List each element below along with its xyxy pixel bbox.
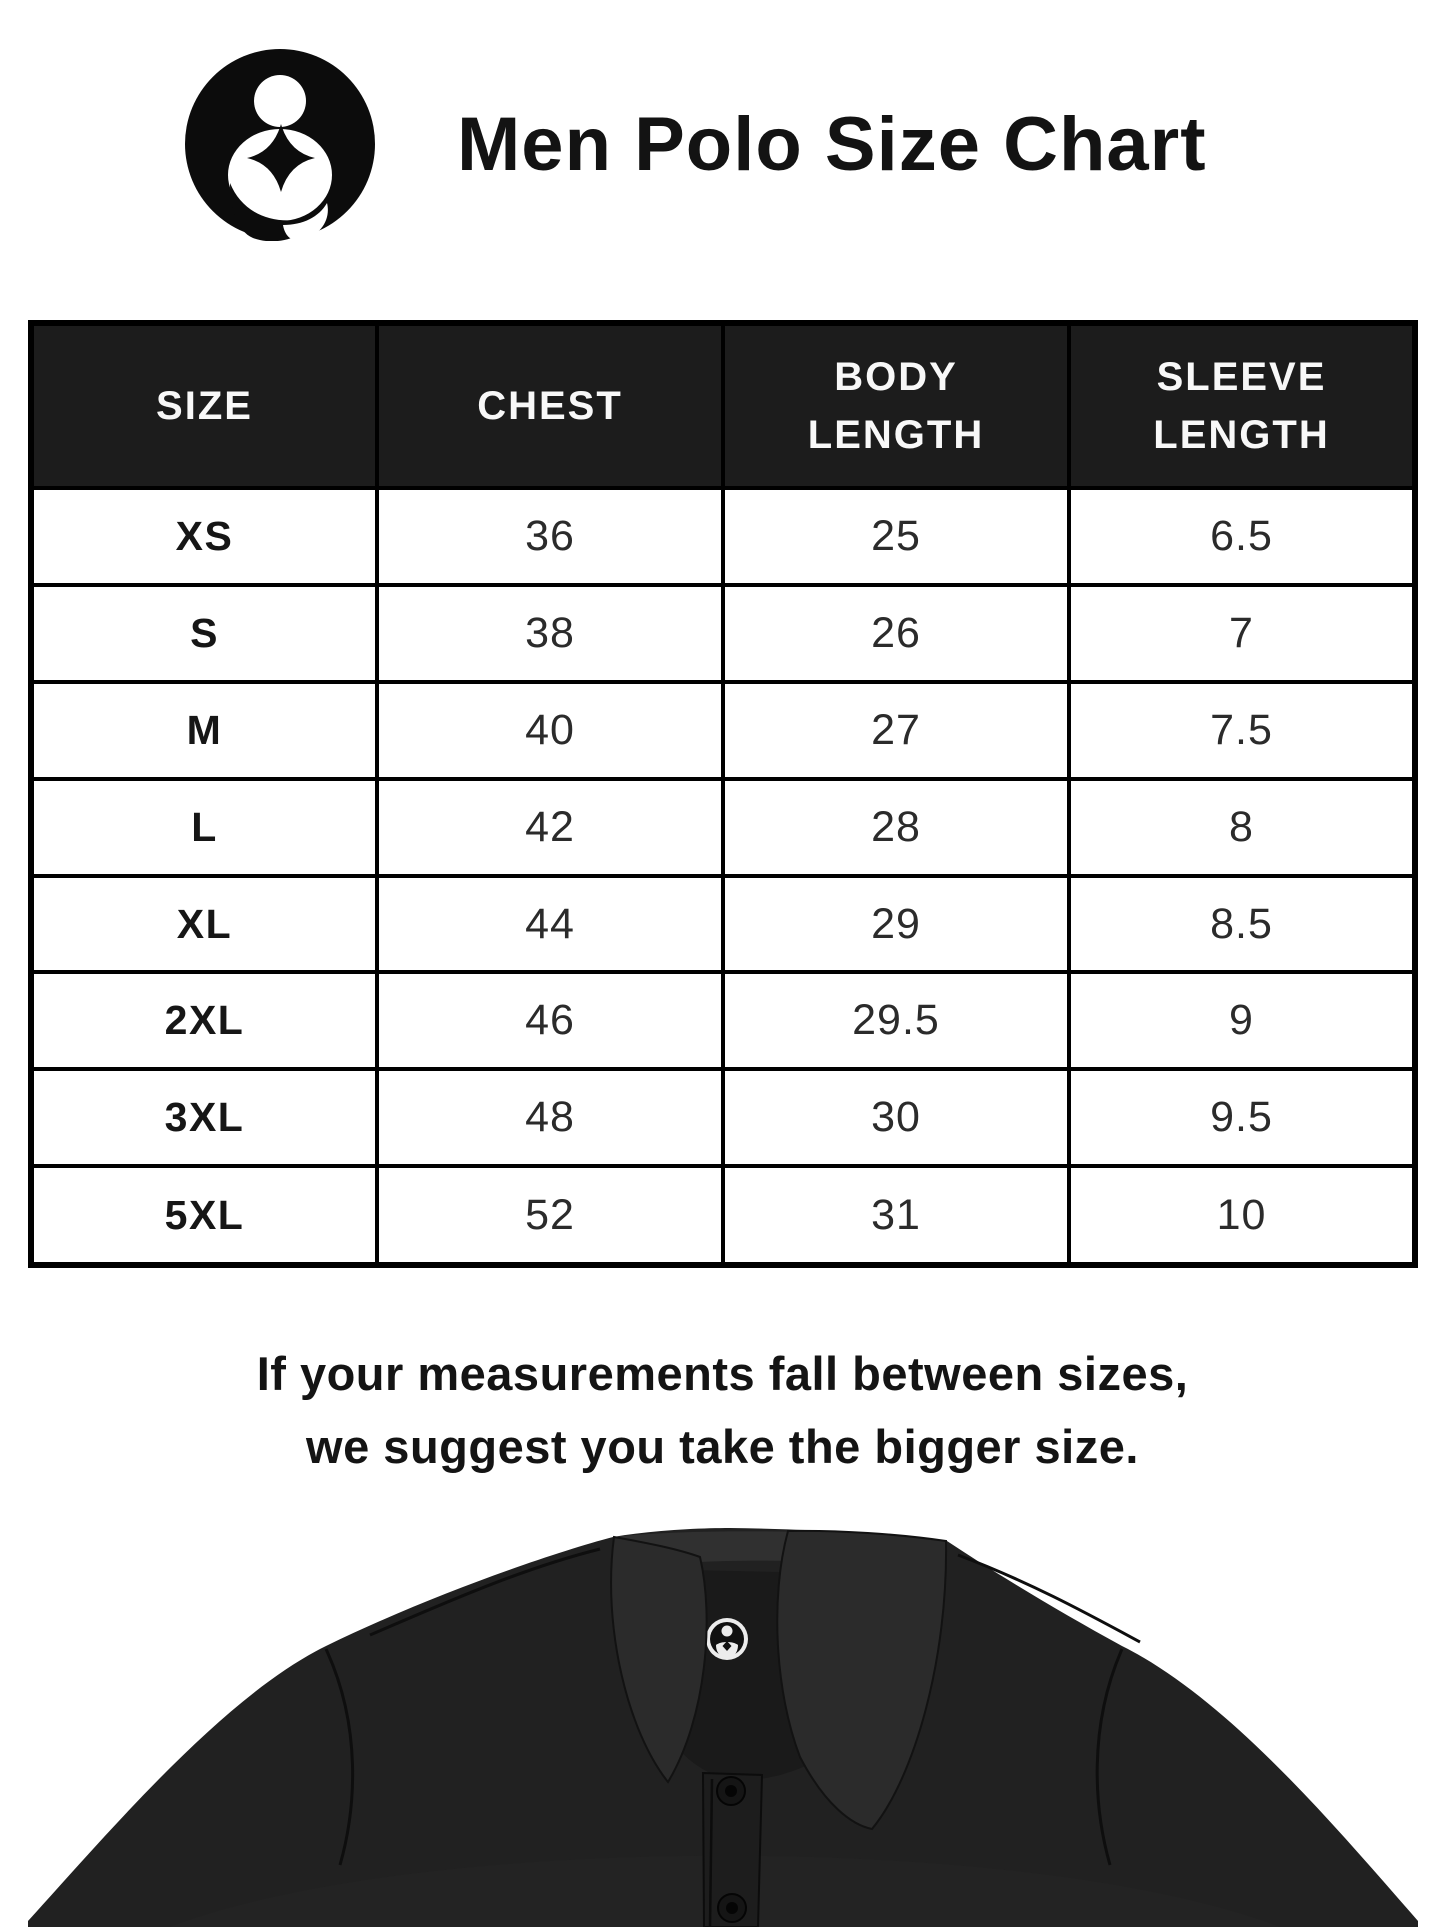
- cell-size: 5XL: [29, 1164, 379, 1267]
- cell-body-length: 29: [721, 873, 1071, 975]
- cell-body-length: 28: [721, 776, 1071, 878]
- polo-button: [716, 1776, 746, 1806]
- cell-body-length: 27: [721, 679, 1071, 781]
- cell-chest: 52: [375, 1164, 725, 1267]
- cell-size: XS: [29, 486, 379, 587]
- table-row: 5XL 52 31 10: [29, 1164, 1417, 1267]
- polo-placket: [701, 1771, 764, 1927]
- polo-button: [717, 1893, 747, 1923]
- column-header-body-length: BODY LENGTH: [721, 321, 1071, 490]
- column-header-chest: CHEST: [375, 321, 725, 490]
- column-header-sleeve-length: SLEEVE LENGTH: [1067, 321, 1417, 490]
- cell-sleeve-length: 8: [1067, 776, 1417, 878]
- header-row: SIZE CHEST BODY LENGTH SLEEVE LENGTH: [29, 321, 1417, 490]
- polo-armhole-seam: [1095, 1648, 1124, 1866]
- cell-chest: 46: [375, 970, 725, 1072]
- page-title: Men Polo Size Chart: [457, 101, 1207, 187]
- brand-header: Men Polo Size Chart: [185, 47, 1207, 241]
- brand-logo: [185, 49, 375, 241]
- table-row: XL 44 29 8.5: [29, 873, 1417, 975]
- table-row: S 38 26 7: [29, 582, 1417, 684]
- cell-size: S: [29, 582, 379, 684]
- table-header: SIZE CHEST BODY LENGTH SLEEVE LENGTH: [29, 321, 1417, 490]
- cell-size: XL: [29, 873, 379, 975]
- cell-sleeve-length: 9.5: [1067, 1067, 1417, 1169]
- cell-body-length: 26: [721, 582, 1071, 684]
- cell-size: M: [29, 679, 379, 781]
- table-row: M 40 27 7.5: [29, 679, 1417, 781]
- column-header-size: SIZE: [29, 321, 379, 490]
- table-row: 2XL 46 29.5 9: [29, 970, 1417, 1072]
- table-body: XS 36 25 6.5 S 38 26 7 M 40 27 7.5 L 42 …: [29, 486, 1417, 1267]
- polo-armhole-seam: [324, 1648, 355, 1866]
- polo-collar-left: [610, 1535, 708, 1784]
- polo-shoulder-seam: [957, 1553, 1141, 1644]
- table-row: L 42 28 8: [29, 776, 1417, 878]
- table-row: 3XL 48 30 9.5: [29, 1067, 1417, 1169]
- polo-collar-right: [776, 1529, 948, 1831]
- cell-size: 2XL: [29, 970, 379, 1072]
- cell-body-length: 25: [721, 486, 1071, 587]
- cell-sleeve-length: 8.5: [1067, 873, 1417, 975]
- cell-sleeve-length: 6.5: [1067, 486, 1417, 587]
- size-chart-table: SIZE CHEST BODY LENGTH SLEEVE LENGTH XS …: [28, 320, 1418, 1268]
- cell-chest: 38: [375, 582, 725, 684]
- cell-chest: 36: [375, 486, 725, 587]
- polo-shirt-image: [28, 1528, 1418, 1927]
- cell-size: 3XL: [29, 1067, 379, 1169]
- cell-sleeve-length: 7.5: [1067, 679, 1417, 781]
- cell-body-length: 31: [721, 1164, 1071, 1267]
- cell-body-length: 30: [721, 1067, 1071, 1169]
- cell-sleeve-length: 9: [1067, 970, 1417, 1072]
- collar-logo-tag-icon: [706, 1618, 748, 1660]
- cell-chest: 44: [375, 873, 725, 975]
- cell-chest: 40: [375, 679, 725, 781]
- sizing-note: If your measurements fall between sizes,…: [256, 1347, 1189, 1473]
- cell-chest: 48: [375, 1067, 725, 1169]
- polo-shoulder-seam: [369, 1547, 601, 1637]
- cell-size: L: [29, 776, 379, 878]
- table-row: XS 36 25 6.5: [29, 486, 1417, 587]
- cell-body-length: 29.5: [721, 970, 1071, 1072]
- cell-chest: 42: [375, 776, 725, 878]
- cell-sleeve-length: 7: [1067, 582, 1417, 684]
- cell-sleeve-length: 10: [1067, 1164, 1417, 1267]
